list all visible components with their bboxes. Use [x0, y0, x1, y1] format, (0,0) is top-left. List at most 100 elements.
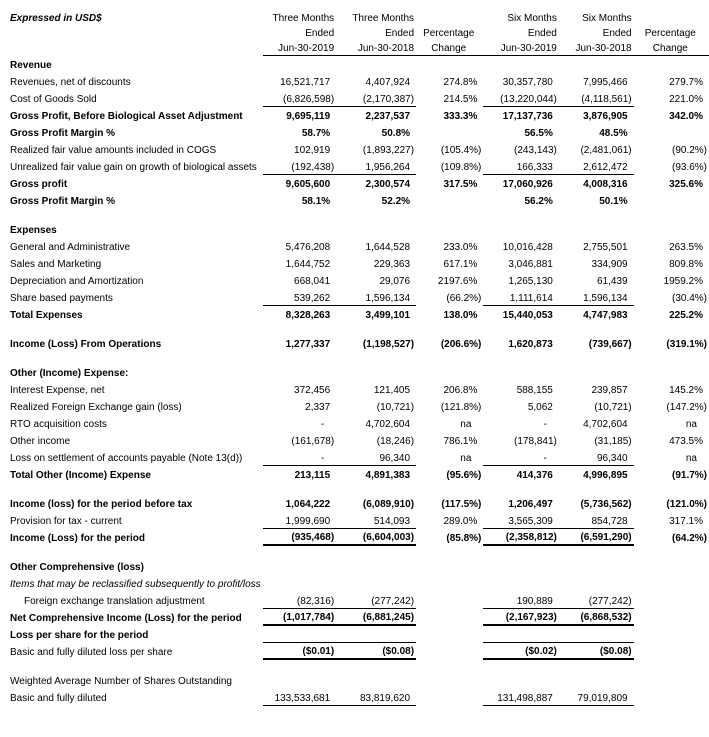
cell-value — [263, 220, 336, 237]
cell-value: (319.1%) — [666, 339, 707, 350]
header-cell: Change — [416, 40, 484, 56]
header-cell: Six Months — [582, 13, 632, 24]
cell-value: (2,170,387) — [336, 89, 417, 107]
cell-value: (91.7%) — [671, 470, 707, 481]
cell-value: 30,357,780 — [502, 77, 553, 88]
cell-value: 102,919 — [294, 145, 331, 156]
row-label: Basic and fully diluted loss per share — [10, 647, 173, 658]
cell-value — [634, 482, 709, 494]
row-label: Gross Profit, Before Biological Asset Ad… — [10, 111, 243, 122]
row-label: Weighted Average Number of Shares Outsta… — [10, 676, 232, 687]
cell-value — [634, 208, 709, 220]
cell-value — [559, 220, 634, 237]
cell-value: (18,246) — [376, 436, 415, 447]
cell-value: 2,612,472 — [558, 157, 634, 175]
cell-value: 190,889 — [483, 591, 559, 609]
cell-value: 225.2% — [669, 310, 703, 321]
cell-value: 514,093 — [336, 511, 417, 529]
cell-value: 56.2% — [524, 196, 553, 207]
table-row: Items that may be reclassified subsequen… — [10, 574, 709, 591]
cell-value: (95.6%) — [446, 470, 482, 481]
statement-title: Expressed in USD$ — [10, 13, 102, 24]
cell-value — [263, 351, 336, 363]
cell-value: 221.0% — [669, 94, 703, 105]
header-row-3: Jun-30-2019 Jun-30-2018 Change Jun-30-20… — [10, 40, 709, 56]
cell-value: (13,220,044) — [483, 89, 559, 107]
cell-value — [483, 351, 558, 363]
cell-value — [416, 688, 483, 705]
cell-value: 214.5% — [443, 94, 478, 105]
cell-value — [263, 363, 336, 380]
cell-value: (30.4%) — [671, 293, 707, 304]
cell-value: 1,644,528 — [365, 242, 411, 253]
cell-value: 274.8% — [443, 77, 478, 88]
cell-value — [336, 351, 416, 363]
table-row: Unrealized fair value gain on growth of … — [10, 157, 709, 175]
header-cell: Ended — [305, 28, 335, 39]
table-row: Income (Loss) From Operations 1,277,337 (1… — [10, 334, 709, 351]
spacer-row — [10, 482, 709, 494]
cell-value: (6,826,598) — [262, 89, 337, 107]
cell-value — [559, 625, 634, 642]
cell-value: 52.2% — [381, 196, 411, 207]
cell-value — [263, 322, 336, 334]
header-row-2: Ended Ended Percentage Ended Ended Perce… — [10, 25, 709, 40]
row-label: Cost of Goods Sold — [10, 94, 97, 105]
header-cell: Jun-30-2019 — [483, 40, 559, 56]
cell-value: (117.5%) — [441, 499, 482, 510]
cell-value: (93.6%) — [671, 162, 707, 173]
cell-value: 1,644,752 — [285, 259, 331, 270]
header-cell: Three Months — [272, 13, 335, 24]
cell-value: ($0.02) — [483, 641, 559, 660]
row-label: Items that may be reclassified subsequen… — [10, 579, 261, 590]
cell-value: 50.1% — [599, 196, 628, 207]
table-row: Basic and fully diluted loss per share ($… — [10, 641, 709, 660]
cell-value — [483, 557, 558, 574]
cell-value: 1,265,130 — [508, 276, 553, 287]
cell-value: 333.3% — [443, 111, 478, 122]
table-row: Foreign exchange translation adjustment (… — [10, 591, 709, 609]
cell-value — [336, 574, 416, 591]
cell-value: (6,868,532) — [558, 608, 634, 626]
cell-value: 3,046,881 — [508, 259, 553, 270]
table-row: Provision for tax - current 1,999,690 514,… — [10, 511, 709, 529]
cell-value — [263, 557, 336, 574]
cell-value: 3,876,905 — [583, 111, 628, 122]
cell-value — [559, 659, 634, 671]
cell-value: 1,206,497 — [508, 499, 553, 510]
cell-value — [483, 363, 558, 380]
cell-value: 96,340 — [558, 448, 634, 466]
cell-value — [634, 688, 709, 705]
spacer-row — [10, 208, 709, 220]
cell-value — [416, 625, 483, 642]
cell-value — [416, 363, 483, 380]
cell-value: 279.7% — [669, 77, 703, 88]
cell-value: (161,678) — [291, 436, 335, 447]
cell-value — [336, 557, 416, 574]
table-row: Loss per share for the period — [10, 625, 709, 642]
cell-value: 50.8% — [381, 128, 411, 139]
header-cell: Three Months — [352, 13, 415, 24]
cell-value: 342.0% — [669, 111, 703, 122]
table-row: Income (Loss) for the period (935,468) (6,… — [10, 528, 709, 546]
row-label — [10, 659, 263, 671]
cell-value — [416, 557, 483, 574]
cell-value: 3,565,309 — [483, 511, 559, 529]
table-row: Total Expenses 8,328,263 3,499,101 138.0% 15… — [10, 305, 709, 322]
header-cell: Percentage — [423, 28, 475, 39]
cell-value: 854,728 — [558, 511, 634, 529]
row-label: Total Expenses — [10, 310, 83, 321]
row-label: Foreign exchange translation adjustment — [24, 596, 205, 607]
spacer-row — [10, 351, 709, 363]
cell-value: na — [460, 419, 472, 430]
cell-value — [336, 220, 416, 237]
row-label: Other Comprehensive (loss) — [10, 562, 144, 573]
cell-value — [263, 482, 336, 494]
cell-value: 4,407,924 — [365, 77, 411, 88]
cell-value — [416, 123, 483, 140]
cell-value: 56.5% — [524, 128, 553, 139]
table-row: Revenue — [10, 55, 709, 72]
header-cell — [416, 8, 483, 25]
cell-value: 334,909 — [591, 259, 628, 270]
cell-value: 9,605,600 — [285, 179, 331, 190]
